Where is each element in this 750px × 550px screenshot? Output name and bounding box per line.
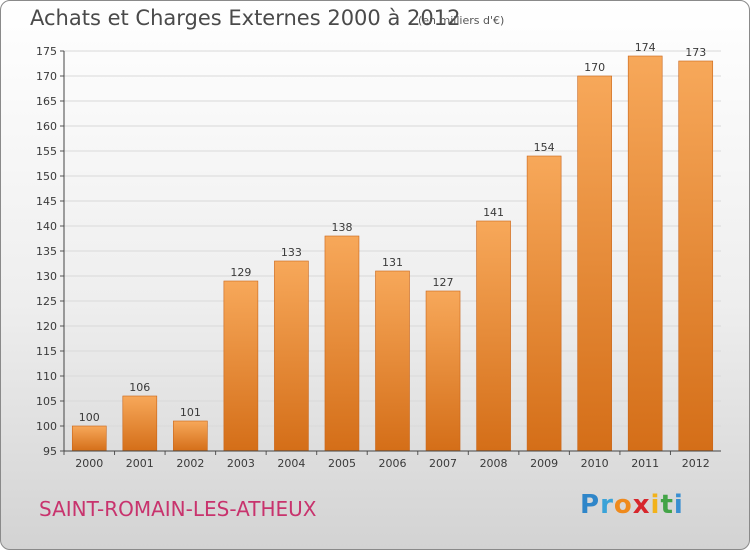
bar-2008 bbox=[476, 220, 511, 452]
chart-title: Achats et Charges Externes 2000 à 2012 bbox=[30, 6, 461, 30]
bar-2004 bbox=[274, 260, 309, 452]
y-tick-label: 95 bbox=[43, 445, 57, 458]
bar-2006 bbox=[375, 270, 410, 452]
x-tick-label-2009: 2009 bbox=[530, 457, 558, 470]
bar-2001 bbox=[122, 395, 158, 452]
value-label-2001: 106 bbox=[129, 381, 150, 394]
value-label-2011: 174 bbox=[635, 41, 656, 54]
bar-2003 bbox=[223, 280, 259, 452]
x-tick-label-2008: 2008 bbox=[480, 457, 508, 470]
x-tick-label-2001: 2001 bbox=[126, 457, 154, 470]
bar-2005 bbox=[324, 235, 360, 452]
x-tick-label-2011: 2011 bbox=[631, 457, 659, 470]
y-tick-label: 150 bbox=[36, 170, 57, 183]
logo-letter: o bbox=[613, 490, 633, 520]
value-label-2003: 129 bbox=[230, 266, 251, 279]
y-tick-label: 130 bbox=[36, 270, 57, 283]
logo-letter: t bbox=[660, 490, 674, 520]
x-tick-label-2010: 2010 bbox=[581, 457, 609, 470]
y-tick-label: 120 bbox=[36, 320, 57, 333]
axes: 95 100 105 110 115 120 125 130 135 140 145 150 155 16… bbox=[36, 45, 721, 470]
y-tick-label: 170 bbox=[36, 70, 57, 83]
y-tick-label: 115 bbox=[36, 345, 57, 358]
value-label-2012: 173 bbox=[685, 46, 706, 59]
value-label-2007: 127 bbox=[433, 276, 454, 289]
value-label-2002: 101 bbox=[180, 406, 201, 419]
bar-2007 bbox=[425, 290, 461, 452]
logo-letter: r bbox=[600, 490, 614, 520]
x-tick-label-2005: 2005 bbox=[328, 457, 356, 470]
logo-letter: x bbox=[632, 490, 651, 520]
y-tick-label: 110 bbox=[36, 370, 57, 383]
y-tick-label: 155 bbox=[36, 145, 57, 158]
y-tick-label: 145 bbox=[36, 195, 57, 208]
value-label-2000: 100 bbox=[79, 411, 100, 424]
x-tick-label-2012: 2012 bbox=[682, 457, 710, 470]
y-tick-label: 100 bbox=[36, 420, 57, 433]
y-tick-label: 135 bbox=[36, 245, 57, 258]
commune-name: SAINT-ROMAIN-LES-ATHEUX bbox=[39, 497, 317, 521]
value-label-2004: 133 bbox=[281, 246, 302, 259]
value-label-2006: 131 bbox=[382, 256, 403, 269]
bar-2000 bbox=[71, 425, 107, 452]
proxiti-logo[interactable]: Proxiti bbox=[580, 490, 684, 520]
y-tick-label: 175 bbox=[36, 45, 57, 58]
y-tick-label: 165 bbox=[36, 95, 57, 108]
y-tick-label: 125 bbox=[36, 295, 57, 308]
chart-unit: (en milliers d'€) bbox=[418, 14, 505, 27]
y-tick-label: 105 bbox=[36, 395, 57, 408]
x-tick-label-2000: 2000 bbox=[75, 457, 103, 470]
x-tick-label-2007: 2007 bbox=[429, 457, 457, 470]
bar-2002 bbox=[173, 420, 208, 452]
x-tick-label-2004: 2004 bbox=[277, 457, 305, 470]
bar-2010 bbox=[577, 75, 612, 452]
bar-2012 bbox=[678, 60, 714, 452]
bar-2009 bbox=[526, 155, 562, 452]
logo-letter: i bbox=[673, 490, 684, 520]
value-label-2010: 170 bbox=[584, 61, 605, 74]
x-tick-label-2003: 2003 bbox=[227, 457, 255, 470]
y-tick-label: 160 bbox=[36, 120, 57, 133]
value-label-2008: 141 bbox=[483, 206, 504, 219]
x-tick-label-2006: 2006 bbox=[379, 457, 407, 470]
y-tick-label: 140 bbox=[36, 220, 57, 233]
bar-2011 bbox=[627, 55, 663, 452]
logo-letter: P bbox=[580, 490, 601, 520]
bars: 100 106 101 129 133 138 131 127 141 154 170 174 173 bbox=[71, 41, 714, 452]
value-label-2005: 138 bbox=[331, 221, 352, 234]
logo-letter: i bbox=[650, 490, 661, 520]
x-tick-label-2002: 2002 bbox=[176, 457, 204, 470]
value-label-2009: 154 bbox=[534, 141, 555, 154]
